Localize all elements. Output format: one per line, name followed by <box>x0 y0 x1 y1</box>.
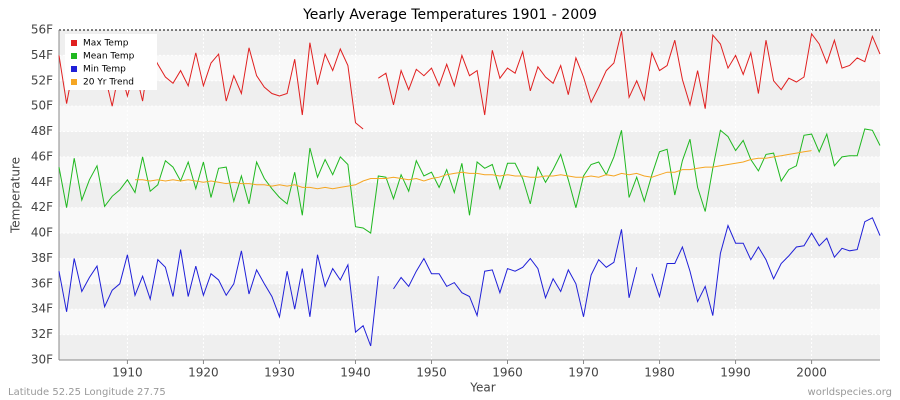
y-tick-label: 56F <box>31 23 53 37</box>
legend-box <box>65 34 157 90</box>
footer-source: worldspecies.org <box>808 387 892 398</box>
x-tick-label: 2000 <box>796 366 827 380</box>
legend-label: Mean Temp <box>83 52 135 62</box>
y-tick-label: 32F <box>31 327 53 341</box>
series-line <box>58 217 881 347</box>
y-tick-label: 48F <box>31 124 53 138</box>
y-tick-label: 50F <box>31 99 53 113</box>
grid-band <box>59 131 880 157</box>
legend-swatch <box>71 66 77 72</box>
legend-label: 20 Yr Trend <box>83 78 134 88</box>
chart-title: Yearly Average Temperatures 1901 - 2009 <box>302 7 597 23</box>
grid-band <box>59 233 880 259</box>
footer-location: Latitude 52.25 Longitude 27.75 <box>8 387 166 398</box>
x-tick-label: 1980 <box>644 366 675 380</box>
grid-band <box>59 30 880 56</box>
x-tick-label: 1940 <box>340 366 371 380</box>
grid-band <box>59 258 880 284</box>
x-tick-label: 1930 <box>264 366 295 380</box>
y-tick-label: 38F <box>31 251 53 265</box>
grid-band <box>59 334 880 360</box>
y-tick-label: 44F <box>31 175 53 189</box>
y-tick-label: 54F <box>31 48 53 62</box>
y-tick-label: 30F <box>31 353 53 367</box>
grid-band <box>59 80 880 107</box>
series-line <box>58 31 881 130</box>
grid-band <box>59 309 880 335</box>
y-tick-label: 36F <box>31 276 53 290</box>
y-tick-label: 46F <box>31 149 53 163</box>
legend-swatch <box>71 40 77 46</box>
x-axis-title: Year <box>469 381 495 395</box>
grid-band <box>59 106 880 132</box>
legend-swatch <box>71 53 77 59</box>
y-tick-label: 42F <box>31 200 53 214</box>
grid-band <box>59 207 880 234</box>
y-tick-label: 40F <box>31 226 53 240</box>
series-line <box>58 128 881 234</box>
x-tick-label: 1970 <box>568 366 599 380</box>
x-tick-label: 1990 <box>720 366 751 380</box>
x-tick-label: 1920 <box>188 366 219 380</box>
legend-label: Min Temp <box>83 65 126 75</box>
x-tick-label: 1910 <box>112 366 143 380</box>
legend-swatch <box>71 79 77 85</box>
grid-band <box>59 55 880 81</box>
x-tick-label: 1950 <box>416 366 447 380</box>
y-axis-title: Temperature <box>9 157 23 234</box>
series-line <box>135 150 812 190</box>
y-tick-label: 34F <box>31 302 53 316</box>
grid-band <box>59 182 880 208</box>
grid-band <box>59 156 880 183</box>
x-tick-label: 1960 <box>492 366 523 380</box>
legend-label: Max Temp <box>83 39 129 49</box>
y-tick-label: 52F <box>31 73 53 87</box>
